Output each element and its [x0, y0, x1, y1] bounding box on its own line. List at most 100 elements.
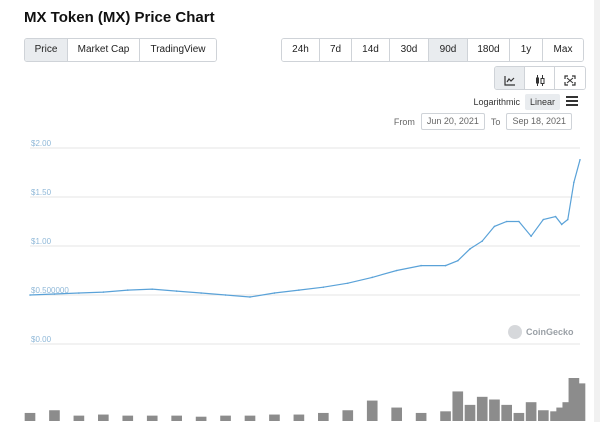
range-7d-button[interactable]: 7d	[320, 39, 352, 61]
price-point	[322, 286, 325, 288]
y-tick-label: $2.00	[31, 139, 52, 148]
volume-bar	[73, 415, 85, 421]
volume-bar	[342, 410, 354, 421]
price-point	[298, 289, 300, 291]
chart-view-tools	[494, 66, 586, 90]
price-point	[469, 248, 471, 250]
to-label: To	[490, 116, 501, 127]
price-point	[102, 291, 105, 293]
price-point	[530, 235, 532, 237]
volume-bar	[574, 383, 586, 421]
coingecko-logo-icon	[508, 325, 522, 339]
volume-bar	[171, 415, 182, 421]
y-tick-label: $0.500000	[31, 286, 69, 295]
line-chart-icon[interactable]	[495, 67, 525, 89]
range-24h-button[interactable]: 24h	[282, 39, 320, 61]
volume-bar	[476, 396, 488, 421]
price-point	[53, 293, 56, 295]
price-point	[444, 264, 447, 267]
volume-bar	[122, 415, 134, 421]
price-point	[151, 288, 154, 290]
linear-option[interactable]: Linear	[524, 94, 560, 110]
price-point	[566, 218, 569, 221]
tab-price[interactable]: Price	[25, 39, 68, 61]
scale-toggle: Logarithmic Linear	[468, 94, 578, 110]
price-point	[346, 282, 349, 285]
volume-bar	[501, 404, 512, 421]
price-point	[518, 220, 520, 223]
chart-type-tabs: Price Market Cap TradingView	[24, 38, 217, 62]
candlestick-icon[interactable]	[525, 67, 555, 89]
range-30d-button[interactable]: 30d	[390, 39, 429, 61]
volume-bar	[24, 412, 36, 421]
volume-bar	[568, 378, 580, 421]
price-point	[573, 181, 575, 184]
volume-bar	[489, 399, 500, 421]
price-point	[126, 289, 129, 291]
logarithmic-option[interactable]: Logarithmic	[473, 97, 520, 107]
coingecko-watermark: CoinGecko	[508, 325, 574, 339]
tab-market-cap[interactable]: Market Cap	[68, 39, 140, 61]
volume-bar	[49, 410, 60, 421]
volume-bar	[269, 414, 280, 421]
range-90d-button[interactable]: 90d	[429, 39, 468, 61]
volume-bar	[244, 415, 256, 421]
price-point	[224, 294, 227, 296]
expand-icon[interactable]	[555, 67, 585, 89]
price-point	[175, 290, 178, 292]
tab-tradingview[interactable]: TradingView	[140, 39, 216, 61]
from-label: From	[393, 116, 415, 127]
y-tick-label: $1.00	[31, 237, 52, 246]
volume-bar	[146, 415, 158, 421]
price-point	[579, 158, 581, 161]
price-point	[505, 220, 508, 223]
from-date-input[interactable]: Jun 20, 2021	[420, 113, 485, 130]
volume-bar	[452, 391, 464, 421]
y-tick-label: $1.50	[31, 188, 52, 197]
price-point	[200, 292, 202, 294]
to-date-input[interactable]: Sep 18, 2021	[506, 113, 572, 130]
price-point	[78, 292, 80, 294]
volume-bar	[464, 404, 476, 421]
date-range: From Jun 20, 2021 To Sep 18, 2021	[394, 113, 578, 130]
volume-bar	[550, 411, 561, 421]
volume-bar	[562, 402, 574, 421]
price-point	[395, 269, 398, 272]
price-point	[554, 215, 557, 218]
range-180d-button[interactable]: 180d	[468, 39, 510, 61]
volume-bar	[525, 402, 537, 421]
price-point	[249, 296, 251, 298]
volume-bar	[440, 411, 451, 421]
page-scrollbar[interactable]	[594, 0, 600, 422]
price-point	[371, 276, 374, 279]
volume-bar	[391, 407, 402, 421]
price-point	[273, 292, 276, 294]
volume-bar	[98, 414, 109, 421]
volume-bar	[513, 412, 525, 421]
range-1y-button[interactable]: 1y	[510, 39, 543, 61]
volume-bar	[293, 414, 305, 421]
volume-bar	[195, 416, 207, 421]
watermark-text: CoinGecko	[526, 327, 574, 337]
price-series-line	[29, 159, 581, 298]
volume-bar	[220, 415, 231, 421]
range-max-button[interactable]: Max	[543, 39, 583, 61]
volume-bar	[538, 410, 549, 421]
y-tick-label: $0.00	[31, 335, 52, 344]
price-point	[456, 259, 459, 262]
range-14d-button[interactable]: 14d	[352, 39, 390, 61]
page-title: MX Token (MX) Price Chart	[24, 9, 215, 26]
volume-bar	[415, 412, 427, 421]
volume-bar	[366, 400, 378, 421]
price-point	[560, 223, 563, 226]
price-point	[420, 264, 422, 267]
price-point	[481, 240, 484, 242]
time-range-tabs: 24h 7d 14d 30d 90d 180d 1y Max	[281, 38, 584, 62]
price-point	[542, 218, 545, 221]
menu-icon[interactable]	[566, 96, 578, 108]
volume-bar	[556, 407, 567, 421]
price-point	[29, 294, 31, 296]
volume-bar	[318, 412, 329, 421]
price-point	[493, 225, 496, 228]
